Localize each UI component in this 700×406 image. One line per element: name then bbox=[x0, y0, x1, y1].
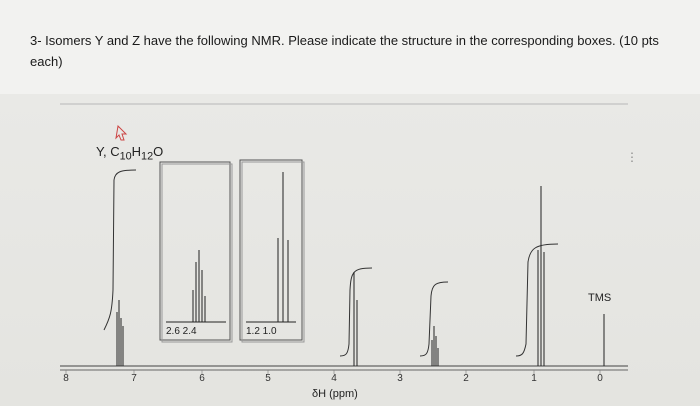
question-text: 3- Isomers Y and Z have the following NM… bbox=[30, 33, 659, 69]
x-tick: 0 bbox=[597, 373, 603, 384]
axis-minor-ticks bbox=[65, 370, 601, 374]
x-tick: 1 bbox=[531, 373, 537, 384]
inset-2-tick-labels: 1.2 1.0 bbox=[246, 326, 277, 337]
cursor-icon bbox=[115, 124, 128, 141]
tms-label: TMS bbox=[588, 292, 612, 304]
inset-peak-1 bbox=[166, 250, 226, 323]
x-tick: 8 bbox=[63, 373, 69, 384]
x-tick: 6 bbox=[199, 373, 205, 384]
x-tick: 5 bbox=[265, 373, 271, 384]
compound-label: Y, C10H12O bbox=[96, 144, 164, 163]
inset-1-tick-labels: 2.6 2.4 bbox=[166, 326, 197, 337]
x-tick: 7 bbox=[131, 373, 137, 384]
integral-4 bbox=[515, 243, 559, 357]
x-axis-label: δH (ppm) bbox=[312, 388, 358, 400]
x-tick: 3 bbox=[397, 373, 403, 384]
inset-box-1 bbox=[159, 161, 231, 341]
x-tick: 2 bbox=[463, 373, 469, 384]
more-menu-icon[interactable]: ⋮ bbox=[626, 150, 638, 164]
inset-peak-2 bbox=[246, 172, 296, 323]
integral-aromatic bbox=[103, 169, 137, 331]
inset-box-2 bbox=[239, 159, 303, 341]
integral-3 bbox=[419, 281, 449, 357]
x-tick: 4 bbox=[331, 373, 337, 384]
peak-aromatic bbox=[116, 300, 124, 366]
peak-4 bbox=[537, 186, 545, 366]
integral-2 bbox=[339, 267, 373, 357]
peak-3 bbox=[431, 326, 439, 366]
